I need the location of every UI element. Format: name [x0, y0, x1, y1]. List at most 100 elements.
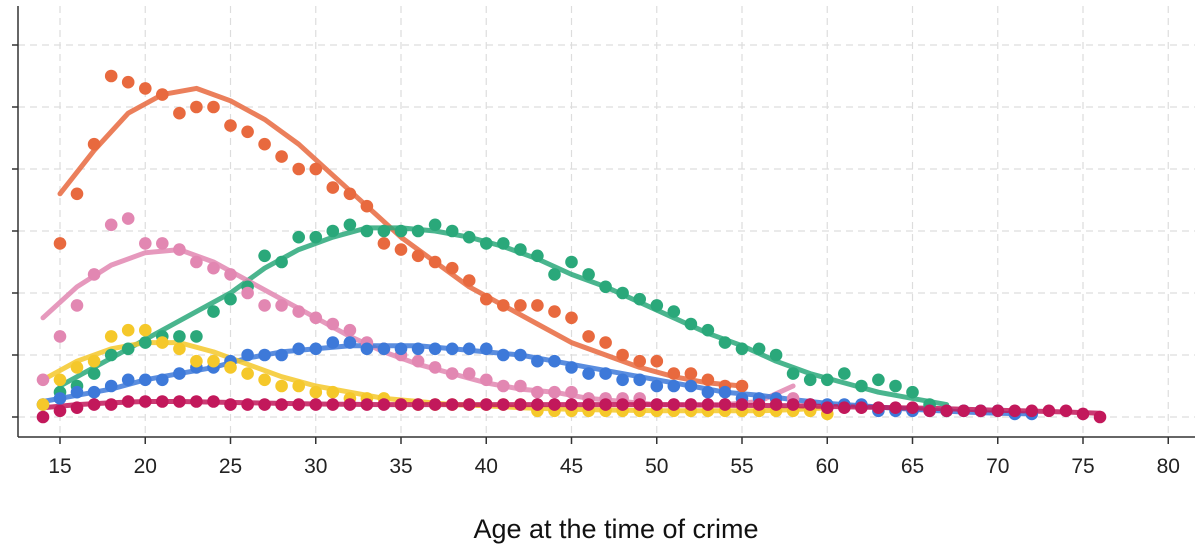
data-point-series-6: [1008, 404, 1022, 418]
data-point-series-5: [156, 336, 169, 349]
data-point-series-6: [343, 398, 357, 411]
data-point-series-6: [803, 398, 817, 411]
data-point-series-5: [207, 354, 220, 368]
data-point-series-4: [309, 342, 323, 356]
data-point-series-6: [735, 398, 749, 411]
data-point-series-1: [616, 348, 629, 362]
data-point-series-3: [121, 212, 135, 225]
data-point-series-2: [735, 342, 749, 356]
data-point-series-2: [139, 336, 152, 349]
data-point-series-2: [752, 342, 766, 356]
data-point-series-3: [326, 317, 340, 331]
data-point-series-1: [241, 125, 254, 139]
x-tick-label: 75: [1071, 455, 1094, 478]
data-point-series-6: [173, 395, 186, 408]
data-point-series-6: [70, 401, 84, 415]
data-point-series-6: [906, 401, 919, 415]
data-point-series-1: [275, 150, 288, 163]
data-point-series-6: [36, 410, 50, 424]
data-point-series-1: [497, 299, 510, 312]
data-point-series-3: [531, 385, 544, 399]
data-point-series-6: [428, 398, 442, 411]
data-point-series-3: [156, 237, 169, 250]
data-point-series-1: [258, 137, 271, 151]
data-point-series-1: [224, 119, 237, 132]
x-tick-label: 55: [730, 455, 753, 478]
data-point-series-2: [514, 243, 527, 256]
data-point-series-6: [974, 404, 987, 418]
data-point-series-5: [87, 354, 101, 368]
data-point-series-4: [428, 342, 442, 356]
data-point-series-2: [565, 255, 578, 269]
data-point-series-6: [957, 404, 970, 418]
data-point-series-3: [53, 330, 67, 343]
x-tick-labels: 15 20 25 30 35 40 45 50 55 60 65 70 75 80: [48, 437, 1180, 478]
data-point-series-5: [309, 385, 323, 399]
x-axis-title: Age at the time of crime: [473, 514, 758, 544]
data-point-series-5: [190, 354, 203, 368]
data-point-series-2: [548, 268, 561, 281]
data-point-series-2: [786, 367, 800, 380]
data-point-series-2: [855, 379, 868, 393]
data-point-series-3: [411, 354, 425, 368]
data-point-series-3: [87, 268, 101, 281]
data-point-series-1: [462, 274, 476, 287]
data-point-series-2: [258, 249, 271, 263]
data-point-series-4: [411, 342, 425, 356]
data-point-series-3: [480, 373, 493, 387]
data-point-series-6: [309, 398, 323, 411]
data-point-series-2: [531, 249, 544, 263]
data-point-series-2: [292, 230, 306, 244]
data-point-series-6: [275, 398, 288, 411]
x-tick-label: 15: [48, 455, 71, 478]
x-tick-label: 50: [645, 455, 668, 478]
data-point-series-1: [735, 379, 749, 393]
axis-layer: [12, 6, 1195, 438]
data-point-series-6: [497, 398, 510, 411]
data-point-series-3: [258, 299, 271, 312]
data-point-series-3: [548, 385, 561, 399]
data-point-series-1: [582, 330, 595, 343]
data-point-series-4: [650, 379, 664, 393]
data-point-series-2: [497, 237, 510, 250]
data-point-series-2: [224, 292, 237, 306]
data-point-series-6: [548, 398, 561, 411]
data-point-series-6: [565, 398, 578, 411]
data-point-series-6: [650, 398, 664, 411]
data-point-series-1: [650, 354, 664, 368]
data-point-series-1: [599, 336, 612, 349]
data-point-series-2: [428, 218, 442, 232]
data-point-series-6: [360, 398, 374, 411]
data-point-series-3: [173, 243, 186, 256]
data-point-series-6: [292, 398, 306, 411]
data-point-series-2: [173, 330, 186, 343]
data-point-series-3: [428, 361, 442, 374]
data-point-series-2: [821, 373, 834, 387]
data-point-series-2: [343, 218, 357, 232]
data-point-series-4: [173, 367, 186, 380]
data-point-series-6: [769, 398, 783, 411]
data-point-series-2: [582, 268, 595, 281]
data-point-series-3: [514, 379, 527, 393]
data-point-series-5: [70, 361, 84, 374]
data-point-series-1: [190, 100, 203, 114]
data-point-series-5: [241, 367, 254, 380]
data-point-series-6: [616, 398, 629, 411]
data-point-series-2: [309, 230, 323, 244]
data-point-series-2: [394, 224, 408, 238]
data-point-series-1: [326, 181, 340, 194]
data-point-series-1: [480, 292, 493, 306]
data-point-series-6: [855, 401, 868, 415]
data-point-series-2: [872, 373, 885, 387]
data-point-series-5: [258, 373, 271, 387]
data-point-series-2: [650, 299, 664, 312]
data-point-series-4: [343, 336, 357, 349]
data-point-series-3: [275, 299, 288, 312]
data-point-series-1: [309, 162, 323, 176]
data-point-series-1: [292, 162, 306, 176]
data-point-series-6: [480, 398, 493, 411]
data-point-series-1: [428, 255, 442, 269]
data-point-series-2: [104, 348, 118, 362]
data-point-series-4: [531, 354, 544, 368]
